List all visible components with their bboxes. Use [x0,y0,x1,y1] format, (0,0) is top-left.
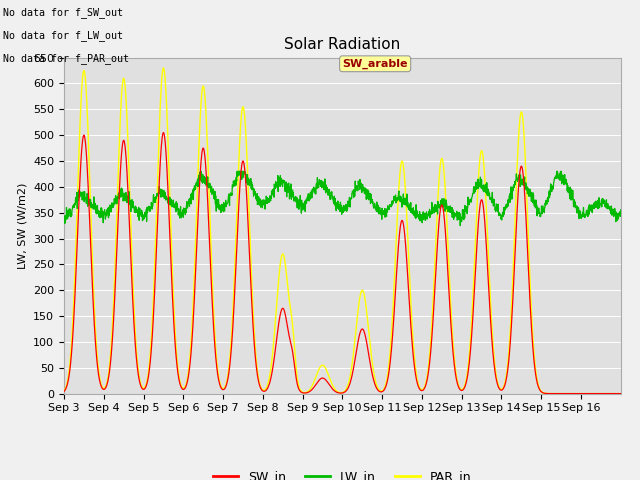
Text: No data for f_LW_out: No data for f_LW_out [3,30,123,41]
Text: No data for f_PAR_out: No data for f_PAR_out [3,53,129,64]
Text: SW_arable: SW_arable [342,59,408,69]
Title: Solar Radiation: Solar Radiation [284,37,401,52]
Legend: SW_in, LW_in, PAR_in: SW_in, LW_in, PAR_in [209,465,476,480]
Text: No data for f_SW_out: No data for f_SW_out [3,7,123,18]
Y-axis label: LW, SW (W/m2): LW, SW (W/m2) [17,182,28,269]
